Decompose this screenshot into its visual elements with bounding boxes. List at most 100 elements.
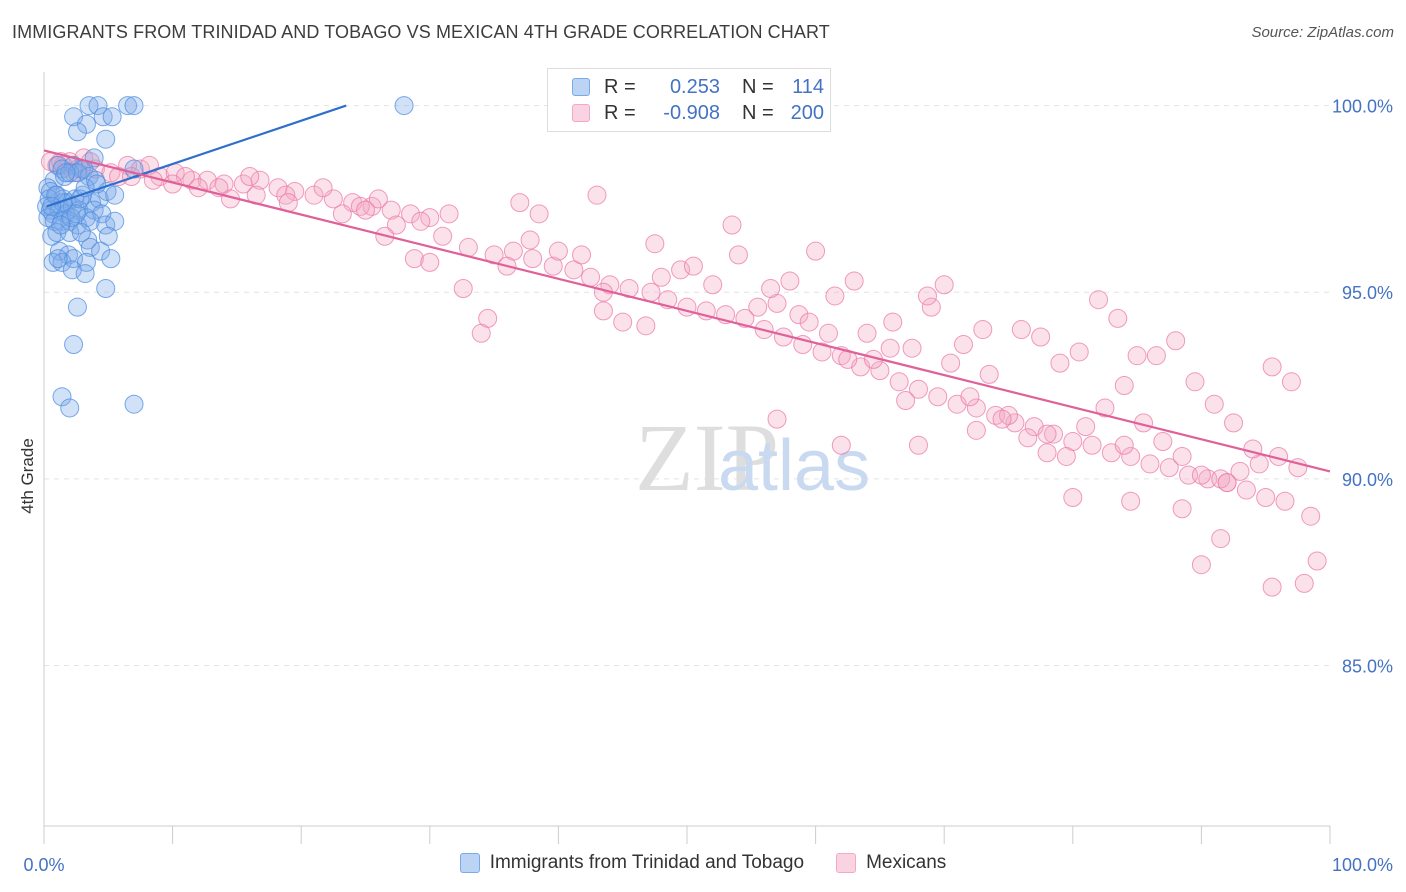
data-point xyxy=(825,286,845,306)
y-tick-label: 85.0% xyxy=(1342,656,1393,676)
data-point xyxy=(973,320,993,340)
data-point xyxy=(1301,506,1321,526)
legend-swatch-pink xyxy=(572,104,590,122)
data-point xyxy=(471,323,491,343)
data-point xyxy=(728,245,748,265)
data-point xyxy=(80,237,100,257)
data-point xyxy=(67,122,87,142)
data-point xyxy=(722,215,742,235)
chart-title: IMMIGRANTS FROM TRINIDAD AND TOBAGO VS M… xyxy=(12,22,830,42)
data-point xyxy=(789,305,809,325)
data-point xyxy=(102,107,122,127)
data-point xyxy=(818,323,838,343)
trend-line xyxy=(46,104,347,208)
data-point xyxy=(917,286,937,306)
data-point xyxy=(182,170,202,190)
watermark-zip: ZIP xyxy=(635,404,779,511)
data-point xyxy=(91,241,111,261)
data-point xyxy=(1159,458,1179,478)
data-point xyxy=(999,405,1018,425)
data-point xyxy=(411,211,431,231)
data-point xyxy=(799,312,819,332)
data-point xyxy=(44,170,64,190)
n-label: N = xyxy=(742,75,774,98)
r-value: -0.908 xyxy=(663,101,720,124)
data-point xyxy=(1281,372,1301,392)
data-point xyxy=(1050,353,1070,373)
n-value: 200 xyxy=(790,101,824,124)
n-value: 114 xyxy=(792,75,824,98)
data-point xyxy=(52,387,72,407)
data-point xyxy=(1224,413,1244,433)
data-points xyxy=(37,96,1327,597)
r-label: R = xyxy=(604,101,636,124)
data-point xyxy=(1121,491,1141,511)
data-point xyxy=(350,196,370,216)
data-point xyxy=(880,338,900,358)
data-point xyxy=(1069,342,1089,362)
data-point xyxy=(404,249,424,269)
legend-swatch-pink xyxy=(836,853,857,873)
data-point xyxy=(105,185,125,205)
data-point xyxy=(1108,308,1128,328)
data-point xyxy=(79,167,99,187)
r-value: 0.253 xyxy=(669,75,720,98)
data-point xyxy=(966,398,986,418)
data-point xyxy=(394,96,414,116)
data-point xyxy=(1018,428,1038,448)
data-point xyxy=(48,249,68,269)
data-point xyxy=(1262,577,1282,597)
data-point xyxy=(1217,473,1237,493)
data-point xyxy=(433,226,453,246)
data-point xyxy=(587,185,607,205)
trend-lines xyxy=(43,104,1331,473)
y-tick-label: 95.0% xyxy=(1342,283,1393,303)
data-point xyxy=(118,96,138,116)
data-point xyxy=(75,264,95,284)
data-point xyxy=(1095,398,1115,418)
data-point xyxy=(520,230,540,250)
data-point xyxy=(1011,320,1031,340)
data-point xyxy=(60,398,80,418)
legend-row-mexicans: R = -0.908 N = 200 xyxy=(572,100,824,126)
data-point xyxy=(761,278,781,298)
data-point xyxy=(831,435,851,455)
y-tick-label: 90.0% xyxy=(1342,470,1393,490)
data-point xyxy=(88,96,108,116)
data-point xyxy=(896,390,916,410)
data-point xyxy=(812,342,832,362)
data-point xyxy=(636,316,656,336)
data-point xyxy=(124,394,144,414)
data-point xyxy=(453,278,473,298)
data-point xyxy=(1056,446,1076,466)
legend-item-trinidad[interactable]: Immigrants from Trinidad and Tobago xyxy=(459,852,804,874)
data-point xyxy=(356,200,375,220)
data-point xyxy=(857,323,877,343)
data-point xyxy=(96,278,116,298)
legend-item-mexicans[interactable]: Mexicans xyxy=(836,852,946,874)
data-point xyxy=(1166,331,1186,351)
data-point xyxy=(645,234,665,254)
data-point xyxy=(58,245,78,265)
legend-swatch-blue xyxy=(459,853,480,873)
data-point xyxy=(313,178,333,198)
data-point xyxy=(780,271,800,291)
data-point xyxy=(1037,424,1057,444)
data-point xyxy=(1031,327,1051,347)
data-point xyxy=(529,204,549,224)
data-point xyxy=(381,200,401,220)
data-point xyxy=(908,379,928,399)
legend-row-trinidad: R = 0.253 N = 114 xyxy=(572,74,824,100)
data-point xyxy=(1243,439,1263,459)
data-point xyxy=(934,275,954,295)
data-point xyxy=(67,163,87,183)
data-point xyxy=(89,189,109,209)
data-point xyxy=(62,260,82,280)
data-point xyxy=(1211,469,1231,489)
data-point xyxy=(51,215,71,235)
r-label: R = xyxy=(604,75,636,98)
data-point xyxy=(1185,372,1205,392)
data-point xyxy=(1140,454,1160,474)
data-point xyxy=(1236,480,1256,500)
data-point xyxy=(386,215,406,235)
